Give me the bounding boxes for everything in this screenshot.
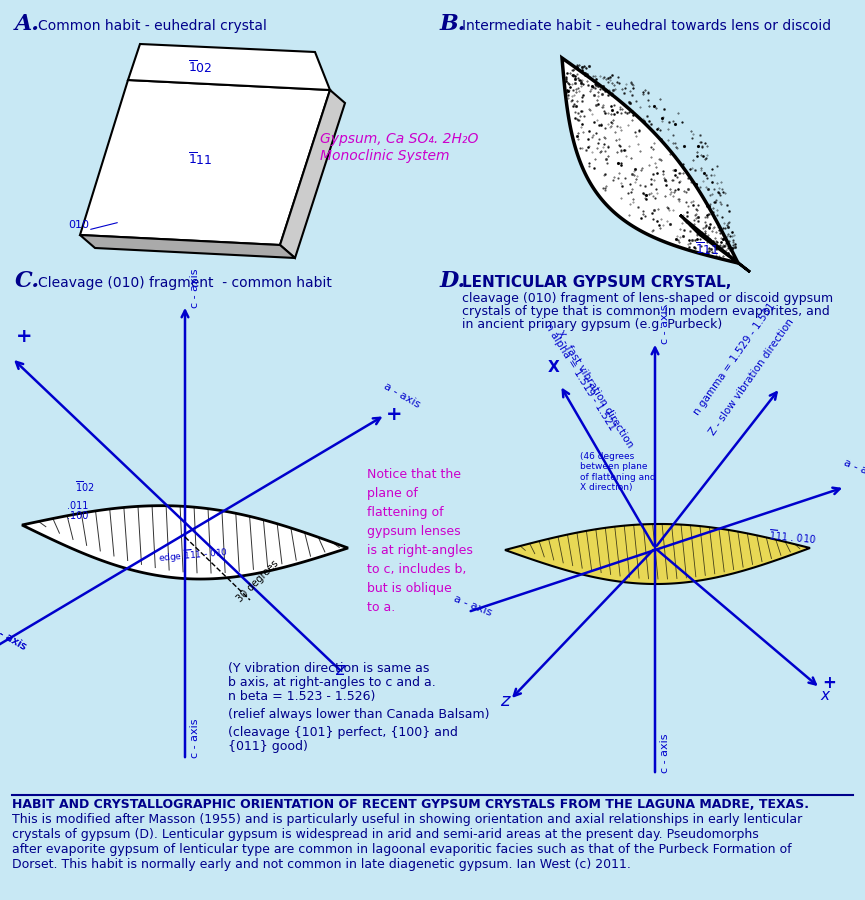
- Text: HABIT AND CRYSTALLOGRAPHIC ORIENTATION OF RECENT GYPSUM CRYSTALS FROM THE LAGUNA: HABIT AND CRYSTALLOGRAPHIC ORIENTATION O…: [12, 798, 809, 811]
- Polygon shape: [80, 235, 295, 258]
- Text: Gypsum, Ca SO₄. 2H₂O: Gypsum, Ca SO₄. 2H₂O: [320, 132, 478, 146]
- Text: +: +: [16, 327, 33, 346]
- Text: z: z: [500, 692, 509, 710]
- Text: A.: A.: [15, 13, 40, 35]
- Text: c - axis: c - axis: [190, 268, 200, 308]
- Text: Cleavage (010) fragment  - common habit: Cleavage (010) fragment - common habit: [38, 276, 332, 290]
- Text: $\overline{1}$02: $\overline{1}$02: [188, 60, 212, 76]
- Polygon shape: [562, 58, 738, 263]
- Text: Monoclinic System: Monoclinic System: [320, 149, 450, 163]
- Polygon shape: [22, 506, 348, 579]
- Text: $\overline{1}$11 . 010: $\overline{1}$11 . 010: [768, 527, 817, 546]
- Polygon shape: [128, 44, 330, 90]
- Text: (Y vibration direction is same as: (Y vibration direction is same as: [228, 662, 429, 675]
- Text: X: X: [548, 360, 560, 375]
- Text: 010: 010: [68, 220, 89, 230]
- Text: $\overline{1}$11: $\overline{1}$11: [188, 152, 212, 168]
- Text: .100: .100: [67, 511, 88, 521]
- Text: LENTICULAR GYPSUM CRYSTAL,: LENTICULAR GYPSUM CRYSTAL,: [462, 275, 732, 290]
- Text: z: z: [335, 661, 344, 679]
- Text: edge $\overline{1}$11 - 010: edge $\overline{1}$11 - 010: [158, 544, 229, 566]
- Text: Common habit - euhedral crystal: Common habit - euhedral crystal: [38, 19, 267, 33]
- Text: a - axis: a - axis: [0, 623, 28, 652]
- Text: Z - slow vibration direction: Z - slow vibration direction: [708, 317, 796, 437]
- Text: cleavage (010) fragment of lens-shaped or discoid gypsum: cleavage (010) fragment of lens-shaped o…: [462, 292, 833, 305]
- Text: x: x: [820, 688, 829, 703]
- Text: Dorset. This habit is normally early and not common in late diagenetic gypsum. I: Dorset. This habit is normally early and…: [12, 858, 631, 871]
- Text: crystals of type that is common in modern evaporites, and: crystals of type that is common in moder…: [462, 305, 830, 318]
- Text: +: +: [386, 405, 402, 424]
- Text: a - axis: a - axis: [842, 458, 865, 482]
- Text: $\overline{1}$11: $\overline{1}$11: [695, 242, 720, 258]
- Text: c - axis: c - axis: [190, 718, 200, 758]
- Text: $\overline{1}$02: $\overline{1}$02: [75, 480, 94, 494]
- Polygon shape: [680, 215, 750, 272]
- Text: (46 degrees
between plane
of flattening and
X direction): (46 degrees between plane of flattening …: [580, 452, 656, 492]
- Text: Notice that the
plane of
flattening of
gypsum lenses
is at right-angles
to c, in: Notice that the plane of flattening of g…: [367, 468, 473, 614]
- Text: C.: C.: [15, 270, 40, 292]
- Text: {011} good): {011} good): [228, 740, 308, 753]
- Text: +: +: [822, 674, 836, 692]
- Text: .011: .011: [67, 501, 88, 511]
- Text: a - axis: a - axis: [0, 623, 28, 652]
- Polygon shape: [505, 524, 810, 584]
- Text: B.: B.: [440, 13, 466, 35]
- Text: Intermediate habit - euhedral towards lens or discoid: Intermediate habit - euhedral towards le…: [462, 19, 831, 33]
- Text: 30 degrees: 30 degrees: [235, 558, 280, 604]
- Text: n beta = 1.523 - 1.526): n beta = 1.523 - 1.526): [228, 690, 375, 703]
- Text: c - axis: c - axis: [660, 734, 670, 773]
- Text: (cleavage {101} perfect, {100} and: (cleavage {101} perfect, {100} and: [228, 726, 458, 739]
- Text: (relief always lower than Canada Balsam): (relief always lower than Canada Balsam): [228, 708, 490, 721]
- Text: X - fast vibration direction: X - fast vibration direction: [554, 329, 635, 450]
- Text: a - axis: a - axis: [452, 594, 493, 618]
- Text: in ancient primary gypsum (e.g. Purbeck): in ancient primary gypsum (e.g. Purbeck): [462, 318, 722, 331]
- Text: c - axis: c - axis: [660, 304, 670, 344]
- Text: a - axis: a - axis: [382, 382, 422, 410]
- Text: after evaporite gypsum of lenticular type are common in lagoonal evaporitic faci: after evaporite gypsum of lenticular typ…: [12, 843, 791, 856]
- Text: n alpha = 1.519 - 1.521: n alpha = 1.519 - 1.521: [543, 321, 617, 432]
- Polygon shape: [280, 90, 345, 258]
- Text: crystals of gypsum (D). Lenticular gypsum is widespread in arid and semi-arid ar: crystals of gypsum (D). Lenticular gypsu…: [12, 828, 759, 841]
- Text: This is modified after Masson (1955) and is particularly useful in showing orien: This is modified after Masson (1955) and…: [12, 813, 802, 826]
- Text: n gamma = 1.529 - 1.531: n gamma = 1.529 - 1.531: [692, 301, 778, 417]
- Polygon shape: [80, 80, 330, 245]
- Text: b axis, at right-angles to c and a.: b axis, at right-angles to c and a.: [228, 676, 436, 689]
- Text: D.: D.: [440, 270, 466, 292]
